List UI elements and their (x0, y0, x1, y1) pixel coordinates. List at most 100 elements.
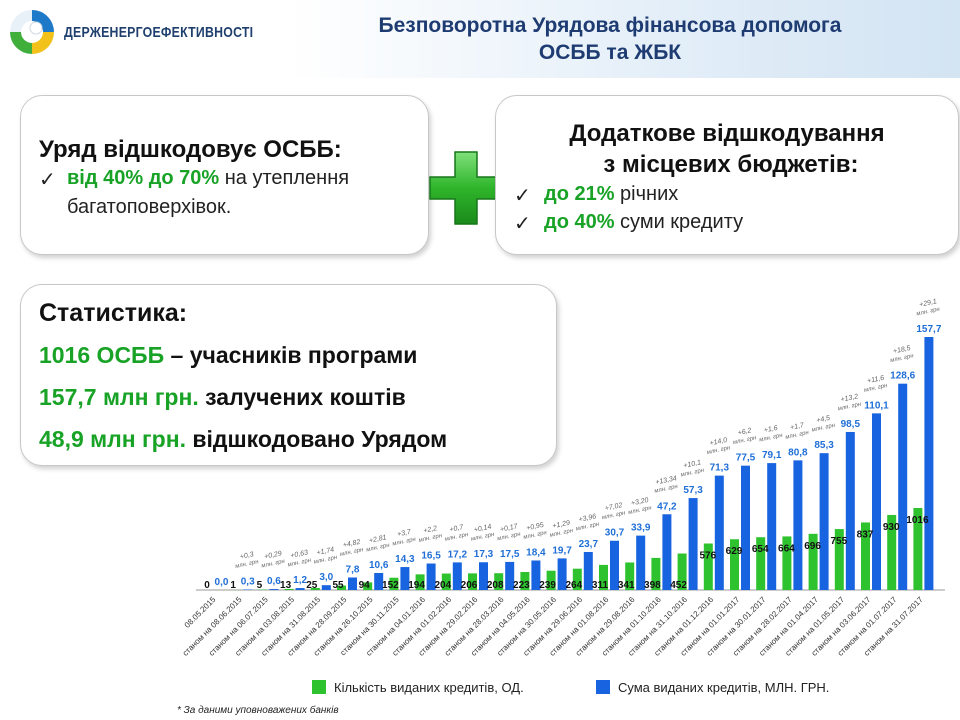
increment-label: +2,2 (423, 525, 438, 535)
sum-data-label: 0,0 (215, 577, 229, 588)
sum-data-label: 128,6 (890, 371, 915, 382)
count-data-label: 208 (487, 580, 504, 591)
sum-data-label: 17,2 (448, 549, 468, 560)
increment-label: +3,20 (630, 497, 649, 508)
increment-label: +1,7 (790, 422, 806, 432)
count-bar (415, 574, 425, 590)
increment-unit-label: млн. грн (340, 547, 365, 558)
sum-bar (557, 558, 567, 590)
legend-label-sum: Сума виданих кредитів, МЛН. ГРН. (618, 680, 830, 695)
count-bar (651, 557, 661, 590)
sum-data-label: 71,3 (710, 463, 730, 474)
increment-unit-label: млн. грн (628, 505, 653, 516)
sum-bar (400, 567, 410, 590)
increment-label: +4,5 (816, 415, 831, 425)
legend-swatch-sum (596, 680, 610, 694)
count-data-label: 696 (804, 541, 821, 552)
increment-unit-label: млн. грн (654, 484, 679, 495)
count-bar (389, 577, 399, 590)
count-data-label: 629 (726, 546, 743, 557)
increment-unit-label: млн. грн (706, 445, 731, 456)
count-bar (520, 572, 530, 590)
increment-unit-label: млн. грн (733, 435, 758, 446)
check-icon: ✓ (39, 169, 56, 191)
box1-item-text: на утеплення (219, 167, 350, 189)
box2-heading: Додаткове відшкодування з місцевих бюдже… (496, 118, 958, 180)
sum-data-label: 110,1 (864, 400, 889, 411)
count-bar (730, 539, 739, 590)
statistics-box: Статистика: 1016 ОСББ – учасників програ… (20, 284, 557, 466)
increment-unit-label: млн. грн (837, 401, 862, 412)
stat-text: відшкодовано Урядом (185, 426, 448, 452)
local-budget-compensation-box: Додаткове відшкодування з місцевих бюдже… (495, 95, 959, 255)
box1-item: від 40% до 70% на утеплення (67, 167, 349, 190)
sum-bar (583, 551, 593, 590)
legend-label-count: Кількість виданих кредитів, ОД. (334, 680, 524, 695)
count-data-label: 55 (332, 580, 344, 591)
sum-bar (898, 383, 908, 590)
sum-bar (610, 540, 619, 590)
check-icon: ✓ (514, 185, 531, 207)
sum-data-label: 98,5 (841, 419, 861, 430)
increment-unit-label: млн. грн (549, 528, 574, 539)
increment-label: +3,7 (397, 529, 413, 539)
increment-label: +7,02 (604, 502, 623, 513)
increment-unit-label: млн. грн (235, 559, 260, 570)
count-data-label: 576 (699, 551, 716, 562)
sum-data-label: 157,7 (916, 324, 941, 335)
count-bar (441, 573, 451, 590)
count-data-label: 654 (752, 544, 769, 555)
sum-data-label: 10,6 (369, 560, 389, 571)
increment-label: +13,2 (840, 393, 859, 404)
increment-label: +3,96 (578, 513, 597, 524)
box2-item-highlight: до 21% (544, 183, 615, 205)
sum-bar (374, 572, 384, 590)
increment-unit-label: млн. грн (392, 537, 417, 548)
sum-data-label: 16,5 (421, 551, 441, 562)
legend-swatch-count (312, 680, 326, 694)
sum-data-label: 80,8 (788, 447, 808, 458)
sum-bar (924, 337, 934, 590)
sum-bar (636, 535, 646, 590)
count-data-label: 311 (592, 580, 609, 591)
sum-data-label: 47,2 (657, 501, 677, 512)
sum-bar (269, 589, 279, 590)
count-data-label: 837 (857, 529, 874, 540)
count-bar (468, 573, 477, 590)
stat-text: – учасників програми (164, 342, 418, 368)
count-bar (861, 522, 870, 590)
sum-data-label: 14,3 (395, 554, 415, 565)
sum-data-label: 17,3 (474, 549, 494, 560)
count-data-label: 930 (883, 522, 900, 533)
stat-line: 1016 ОСББ – учасників програми (39, 342, 417, 369)
increment-unit-label: млн. грн (366, 542, 391, 553)
count-data-label: 223 (513, 580, 530, 591)
box2-item-text: річних (614, 183, 679, 205)
sum-bar (426, 563, 436, 590)
header-banner: ДЕРЖЕНЕРГОЕФЕКТИВНОСТІ Безповоротна Уряд… (0, 0, 960, 78)
count-data-label: 452 (670, 580, 687, 591)
count-bar (546, 570, 556, 590)
check-icon: ✓ (514, 213, 531, 235)
count-bar (494, 573, 504, 590)
sum-data-label: 77,5 (736, 453, 756, 464)
sum-bar (872, 413, 881, 590)
sum-bar (793, 460, 803, 590)
sum-bar (531, 560, 541, 590)
count-bar (782, 536, 792, 590)
increment-unit-label: млн. грн (864, 383, 889, 394)
increment-label: +13,34 (655, 475, 678, 486)
increment-label: +10,1 (683, 459, 702, 470)
stat-highlight: 157,7 млн грн. (39, 384, 199, 410)
increment-unit-label: млн. грн (916, 306, 941, 317)
stat-text: залучених коштів (198, 384, 406, 410)
sum-data-label: 23,7 (579, 539, 599, 550)
ministry-logo-icon (10, 10, 54, 54)
count-data-label: 5 (257, 580, 263, 591)
increment-unit-label: млн. грн (759, 433, 784, 444)
count-bar (572, 568, 582, 590)
org-name: ДЕРЖЕНЕРГОЕФЕКТИВНОСТІ (64, 24, 254, 41)
count-bar (703, 543, 713, 590)
sum-bar (662, 514, 672, 590)
